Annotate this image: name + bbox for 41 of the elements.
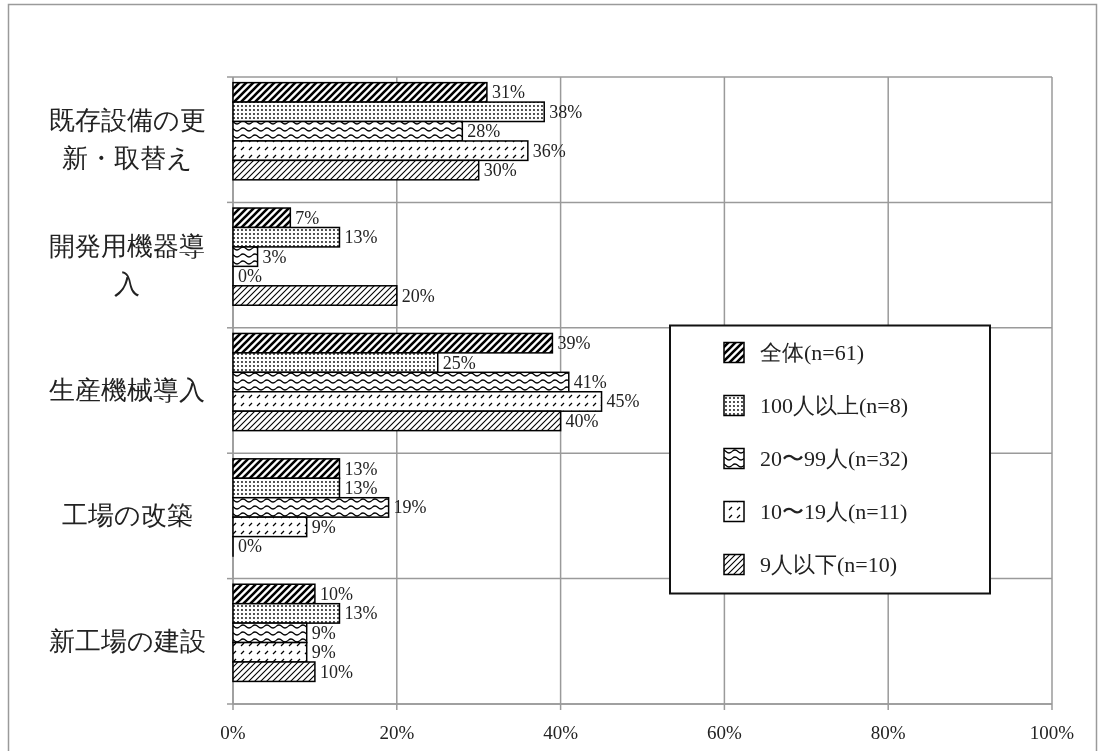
data-label: 3%	[262, 246, 287, 267]
data-label: 36%	[532, 140, 566, 161]
data-label: 41%	[573, 372, 607, 393]
x-tick-label: 0%	[220, 722, 246, 743]
data-label: 45%	[606, 391, 640, 412]
data-label: 0%	[238, 266, 262, 287]
data-label: 31%	[491, 82, 525, 103]
data-label: 10%	[319, 661, 353, 682]
data-label: 30%	[483, 160, 517, 181]
x-tick-label: 60%	[706, 722, 742, 743]
x-tick-label: 80%	[870, 722, 906, 743]
data-label: 7%	[295, 207, 320, 228]
y-tick-label: 生産機械導入	[49, 376, 205, 405]
legend-label: 9人以下(n=10)	[760, 552, 898, 577]
data-label: 39%	[557, 333, 591, 354]
y-tick-label: 工場の改築	[61, 501, 193, 531]
data-label: 13%	[344, 603, 378, 624]
data-label: 10%	[319, 583, 353, 604]
legend-label: 10〜19人(n=11)	[760, 499, 908, 524]
y-tick-label: 新工場の建設	[48, 626, 206, 656]
x-tick-label: 100%	[1029, 722, 1075, 743]
data-label: 13%	[344, 458, 378, 479]
data-label: 40%	[565, 410, 599, 431]
legend-label: 100人以上(n=8)	[760, 393, 909, 418]
data-label: 25%	[442, 352, 476, 373]
data-label: 13%	[344, 227, 378, 248]
data-label: 19%	[393, 497, 427, 518]
data-label: 13%	[344, 478, 378, 498]
data-label: 28%	[467, 121, 501, 142]
y-tick-label: 開発用機器導入	[49, 231, 205, 299]
data-label: 9%	[311, 622, 336, 643]
data-label: 9%	[311, 516, 336, 537]
data-label: 20%	[401, 285, 435, 306]
y-tick-label: 既存設備の更新・取替え	[48, 106, 206, 174]
x-tick-label: 40%	[543, 722, 579, 743]
x-tick-label: 20%	[379, 722, 415, 743]
legend-label: 20〜99人(n=32)	[760, 446, 909, 471]
legend-label: 全体(n=61)	[760, 340, 865, 365]
data-label: 38%	[549, 101, 583, 122]
data-label: 9%	[311, 642, 336, 663]
data-label: 0%	[238, 536, 262, 557]
